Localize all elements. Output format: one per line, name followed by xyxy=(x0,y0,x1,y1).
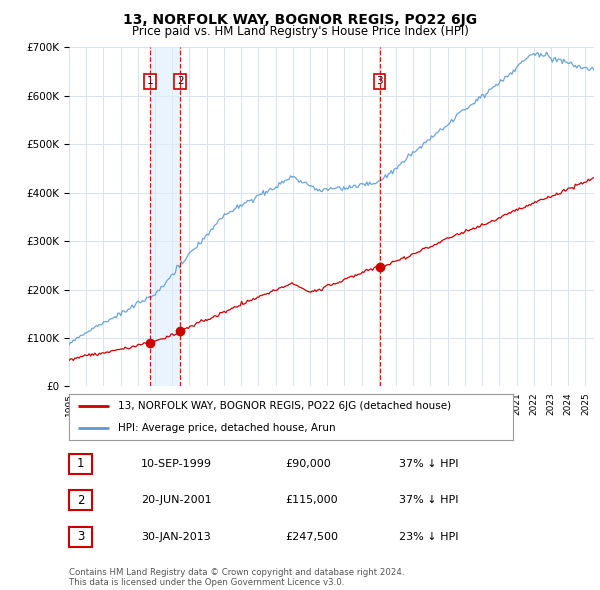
Text: 23% ↓ HPI: 23% ↓ HPI xyxy=(399,532,458,542)
Text: 30-JAN-2013: 30-JAN-2013 xyxy=(141,532,211,542)
Bar xyxy=(150,47,180,386)
Text: 1: 1 xyxy=(147,76,154,86)
Text: £247,500: £247,500 xyxy=(285,532,338,542)
Text: 37% ↓ HPI: 37% ↓ HPI xyxy=(399,496,458,505)
Text: £115,000: £115,000 xyxy=(285,496,338,505)
Text: 37% ↓ HPI: 37% ↓ HPI xyxy=(399,459,458,468)
Text: 3: 3 xyxy=(376,76,383,86)
Text: £90,000: £90,000 xyxy=(285,459,331,468)
Text: 13, NORFOLK WAY, BOGNOR REGIS, PO22 6JG (detached house): 13, NORFOLK WAY, BOGNOR REGIS, PO22 6JG … xyxy=(118,401,451,411)
Text: 13, NORFOLK WAY, BOGNOR REGIS, PO22 6JG: 13, NORFOLK WAY, BOGNOR REGIS, PO22 6JG xyxy=(123,13,477,27)
Text: 10-SEP-1999: 10-SEP-1999 xyxy=(141,459,212,468)
Text: 2: 2 xyxy=(177,76,184,86)
Text: Price paid vs. HM Land Registry's House Price Index (HPI): Price paid vs. HM Land Registry's House … xyxy=(131,25,469,38)
Text: 3: 3 xyxy=(77,530,84,543)
Text: HPI: Average price, detached house, Arun: HPI: Average price, detached house, Arun xyxy=(118,423,335,433)
Text: 1: 1 xyxy=(77,457,84,470)
Text: 2: 2 xyxy=(77,494,84,507)
Text: Contains HM Land Registry data © Crown copyright and database right 2024.
This d: Contains HM Land Registry data © Crown c… xyxy=(69,568,404,587)
Text: 20-JUN-2001: 20-JUN-2001 xyxy=(141,496,212,505)
